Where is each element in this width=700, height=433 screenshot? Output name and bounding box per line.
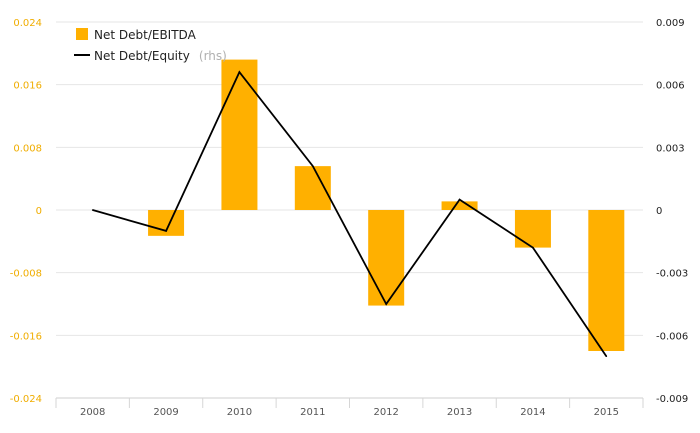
x-tick-label: 2014 (520, 407, 545, 418)
left-tick-label: -0.016 (10, 331, 42, 342)
right-tick-label: -0.003 (656, 269, 688, 280)
left-tick-label: 0.008 (13, 143, 42, 154)
bar (368, 210, 405, 306)
axes: 0.024 0.016 0.008 0 -0.008 -0.016 -0.024 0.009 0… (10, 18, 689, 418)
line-series-path (92, 70, 608, 357)
right-tick-label: 0.009 (656, 18, 685, 29)
right-tick-label: -0.009 (656, 394, 688, 405)
line-point (385, 303, 387, 305)
left-tick-label: -0.008 (10, 269, 42, 280)
x-tick-label: 2011 (300, 407, 325, 418)
bar (148, 210, 185, 236)
bar (514, 210, 551, 248)
legend: Net Debt/EBITDA Net Debt/Equity (rhs) (74, 28, 227, 64)
line-point (605, 355, 608, 358)
bar-series (148, 59, 625, 351)
left-tick-label: 0 (36, 206, 42, 217)
x-tick-label: 2013 (447, 407, 472, 418)
x-tick-label: 2012 (373, 407, 398, 418)
bar (221, 59, 258, 210)
line-series (91, 70, 608, 358)
x-tick-label: 2015 (594, 407, 619, 418)
right-tick-label: -0.006 (656, 331, 688, 342)
line-point (165, 230, 167, 232)
legend-label-line-name: Net Debt/Equity (94, 49, 190, 63)
right-tick-label: 0.003 (656, 143, 685, 154)
bar (588, 210, 625, 351)
right-tick-label: 0.006 (656, 81, 685, 92)
x-tick-label: 2010 (227, 407, 252, 418)
left-tick-label: 0.016 (13, 81, 42, 92)
legend-label-line-suffix: (rhs) (199, 49, 227, 63)
legend-label-line: Net Debt/Equity (rhs) (94, 45, 227, 64)
legend-swatch-bar (76, 28, 88, 40)
line-point (238, 71, 241, 73)
right-tick-label: 0 (656, 206, 662, 217)
bar (441, 201, 478, 210)
x-tick-label: 2008 (80, 407, 105, 418)
gridlines (56, 21, 643, 399)
left-tick-label: 0.024 (13, 18, 42, 29)
left-tick-label: -0.024 (10, 394, 42, 405)
x-tick-label: 2009 (153, 407, 178, 418)
line-point (532, 246, 534, 249)
line-point (458, 198, 461, 201)
line-point (91, 209, 94, 211)
line-point (312, 165, 314, 167)
legend-label-bar: Net Debt/EBITDA (94, 28, 197, 42)
